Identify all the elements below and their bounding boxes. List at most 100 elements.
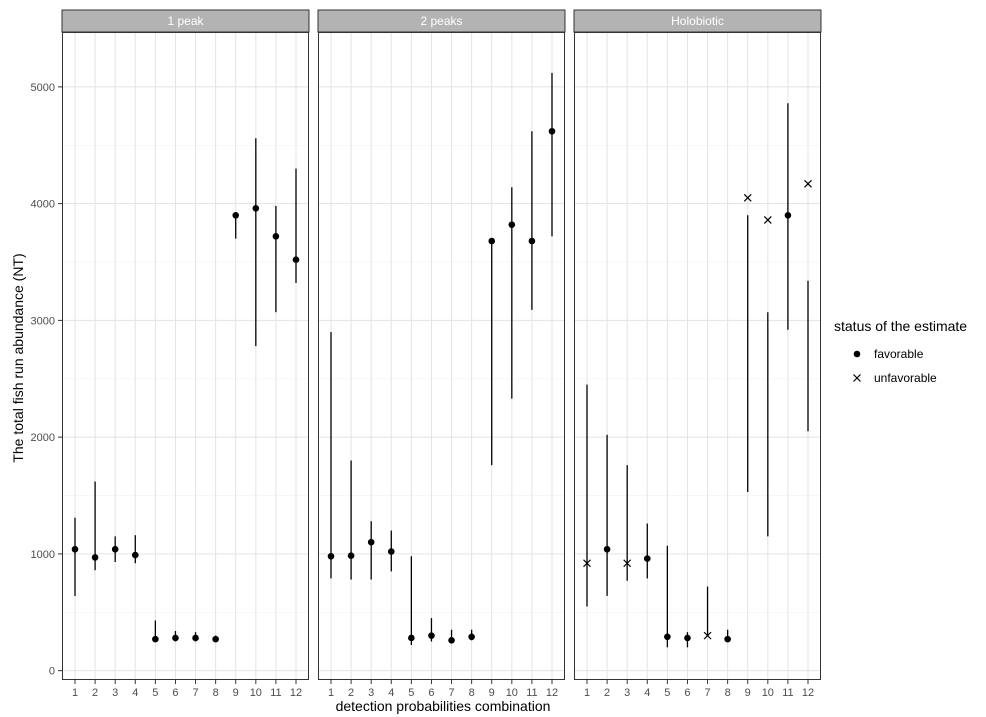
data-point-favorable: [603, 545, 611, 553]
data-point-favorable: [664, 633, 671, 641]
x-tick-label: 7: [704, 687, 710, 699]
facet-strip: [573, 9, 822, 33]
x-tick-label: 2: [92, 687, 98, 699]
x-tick-label: 5: [408, 687, 414, 699]
data-point-favorable: [408, 634, 415, 642]
legend-key-unfavorable-icon: [853, 374, 861, 382]
data-point-unfavorable: [763, 216, 772, 224]
data-point-unfavorable: [804, 179, 812, 188]
x-tick-label: 12: [546, 687, 558, 699]
facet-strip: [61, 9, 310, 33]
cross-stroke: [804, 179, 812, 188]
x-tick-label: 4: [644, 687, 650, 699]
panel-background: [62, 32, 309, 680]
data-point-favorable: [724, 635, 731, 643]
legend-key-favorable-icon: [853, 350, 861, 358]
cross-stroke: [763, 216, 772, 224]
x-tick-label: 9: [745, 687, 751, 699]
y-tick-label: 4000: [31, 199, 55, 211]
x-tick-label: 3: [624, 687, 630, 699]
cross-stroke: [583, 559, 591, 568]
facet-strip: [317, 9, 566, 33]
facet-strip-label: 1 peak: [167, 14, 204, 28]
x-tick-label: 5: [152, 687, 158, 699]
legend-label-unfavorable: unfavorable: [874, 371, 937, 385]
panel-background: [574, 32, 821, 680]
x-tick-label: 1: [584, 687, 590, 699]
data-point-favorable: [347, 552, 355, 559]
facet-strip-label: 2 peaks: [420, 14, 462, 28]
x-tick-label: 10: [762, 687, 774, 699]
y-tick-label: 3000: [31, 315, 55, 327]
data-point-favorable: [232, 212, 240, 219]
x-tick-label: 8: [725, 687, 731, 699]
x-tick-label: 10: [250, 687, 262, 699]
data-point-unfavorable: [623, 559, 632, 568]
data-point-favorable: [131, 551, 139, 559]
x-axis-title: detection probabilities combination: [336, 698, 551, 714]
legend: status of the estimate favorable unfavor…: [834, 318, 967, 385]
data-point-favorable: [111, 545, 119, 553]
x-tick-label: 3: [112, 687, 118, 699]
x-tick-label: 10: [506, 687, 518, 699]
data-point-unfavorable: [583, 559, 591, 568]
x-tick-label: 2: [348, 687, 354, 699]
data-point-favorable: [387, 548, 395, 555]
data-point-favorable: [367, 538, 375, 546]
data-point-favorable: [448, 637, 455, 644]
cross-stroke: [703, 631, 712, 640]
x-tick-label: 8: [469, 687, 475, 699]
x-tick-label: 11: [270, 687, 281, 699]
data-point-favorable: [292, 256, 300, 263]
data-point-favorable: [71, 545, 79, 553]
panel-background: [318, 32, 565, 680]
data-point-unfavorable: [743, 193, 752, 202]
data-point-favorable: [488, 237, 496, 245]
x-tick-label: 9: [489, 687, 495, 699]
data-point-favorable: [252, 205, 260, 212]
data-point-favorable: [212, 635, 219, 643]
y-axis-title: The total fish run abundance (NT): [10, 253, 26, 462]
data-point-favorable: [468, 633, 475, 641]
legend-title: status of the estimate: [834, 318, 967, 334]
legend-label-favorable: favorable: [874, 347, 924, 361]
x-tick-label: 7: [192, 687, 198, 699]
data-point-favorable: [152, 635, 159, 643]
cross-stroke: [623, 559, 632, 568]
data-point-favorable: [508, 221, 516, 228]
data-point-favorable: [528, 237, 536, 245]
data-point-unfavorable: [703, 631, 712, 640]
x-tick-label: 6: [428, 687, 434, 699]
cross-stroke: [743, 193, 752, 202]
x-tick-label: 12: [290, 687, 302, 699]
data-point-favorable: [272, 233, 280, 240]
x-tick-label: 1: [328, 687, 334, 699]
y-tick-label: 2000: [31, 432, 55, 444]
x-tick-label: 1: [72, 687, 78, 699]
x-tick-label: 6: [684, 687, 690, 699]
data-point-favorable: [327, 552, 335, 560]
x-tick-label: 5: [664, 687, 670, 699]
y-tick-label: 1000: [31, 549, 55, 561]
data-point-favorable: [548, 127, 556, 135]
x-tick-label: 2: [604, 687, 610, 699]
x-tick-label: 11: [782, 687, 793, 699]
data-point-favorable: [684, 634, 691, 642]
x-tick-label: 9: [233, 687, 239, 699]
data-point-favorable: [192, 634, 199, 642]
x-tick-label: 7: [448, 687, 454, 699]
x-tick-label: 4: [132, 687, 138, 699]
y-axis: 0 1000 2000 3000 4000 5000: [31, 82, 62, 678]
data-point-favorable: [172, 634, 179, 642]
data-point-favorable: [643, 555, 651, 562]
y-tick-label: 5000: [31, 82, 55, 94]
data-point-favorable: [91, 554, 99, 561]
x-tick-label: 8: [213, 687, 219, 699]
x-tick-label: 12: [802, 687, 814, 699]
facet-strip-label: Holobiotic: [671, 14, 724, 28]
x-tick-label: 4: [388, 687, 394, 699]
